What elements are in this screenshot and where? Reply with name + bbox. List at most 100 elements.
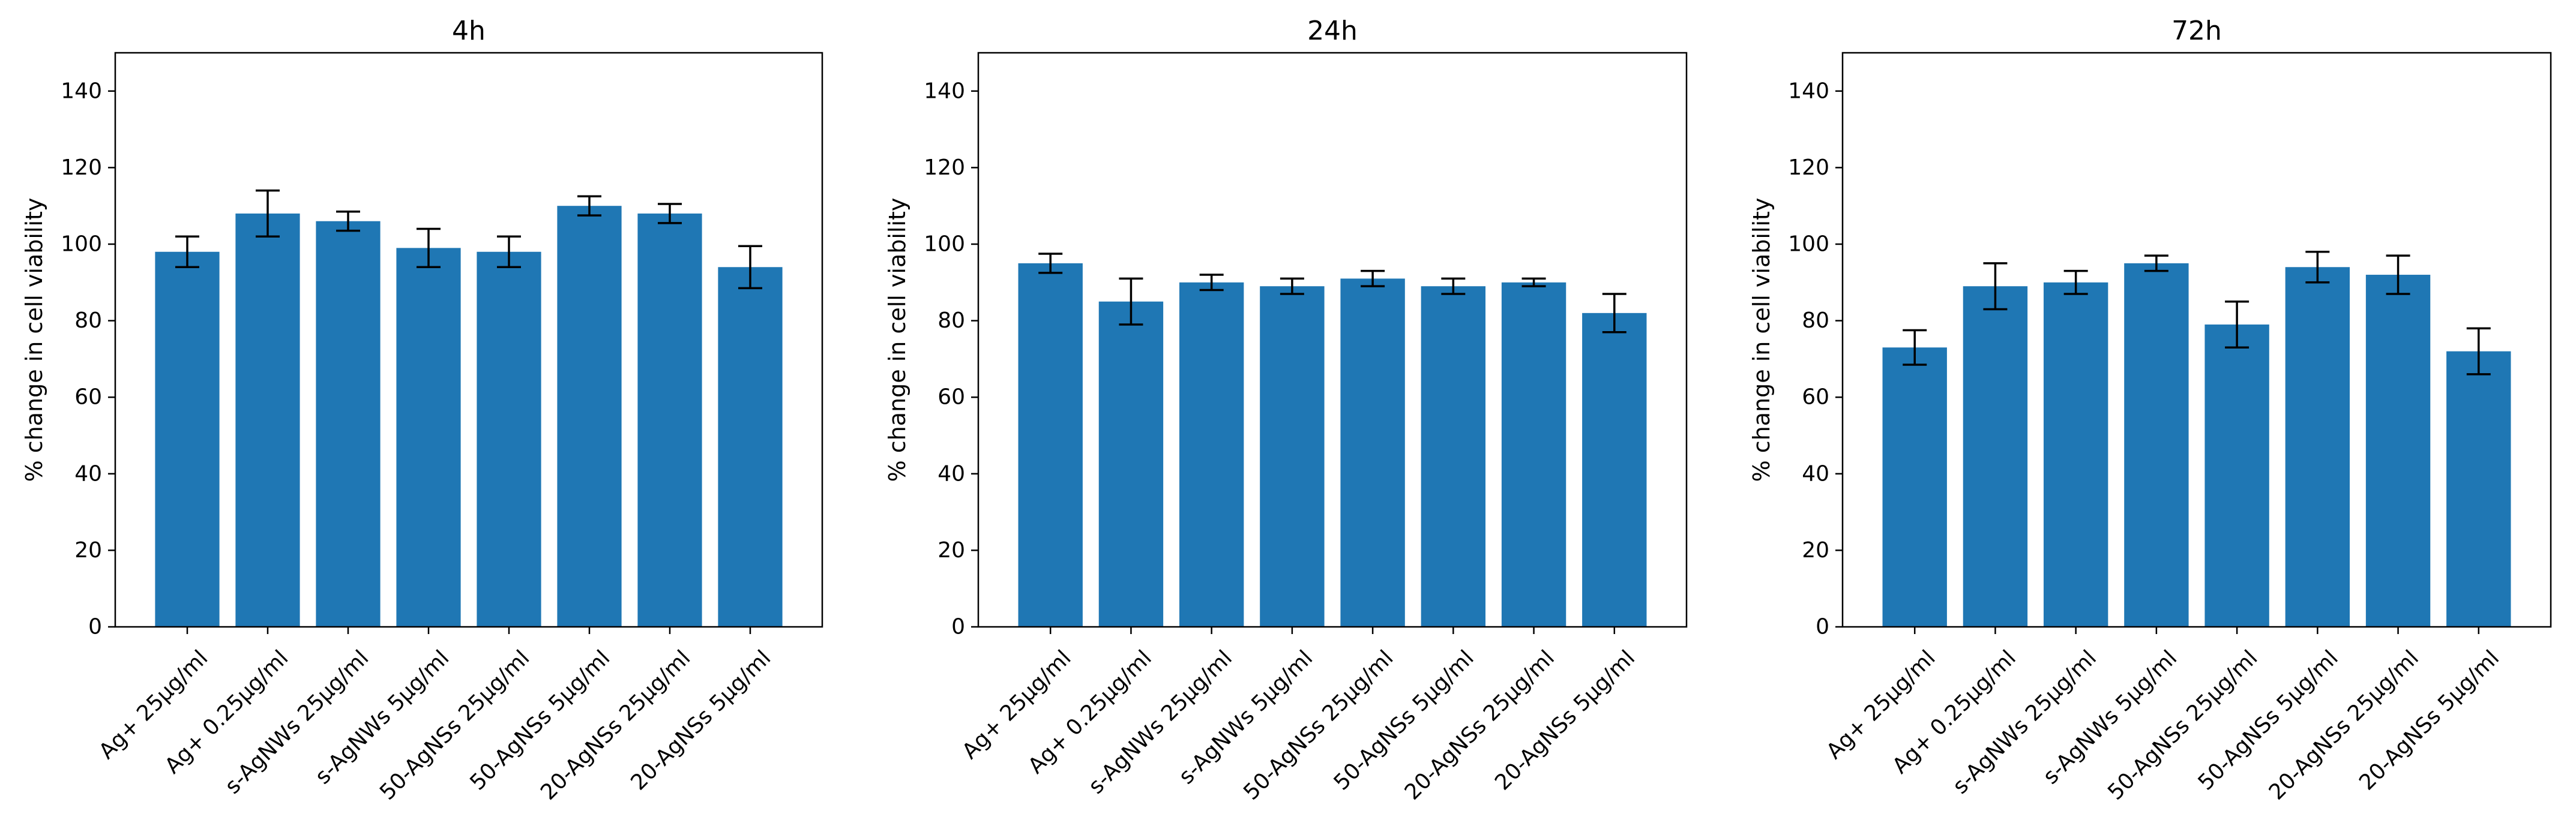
error-bar [2305,251,2330,284]
y-tick-label: 40 [1802,461,1829,486]
panel-title: 4h [452,16,486,46]
error-bar [175,235,200,269]
y-tick-label: 0 [951,615,965,639]
x-tick-label: 50-AgNSs 25µg/ml [1239,645,1398,804]
bar [2446,351,2511,627]
y-tick-label: 140 [1788,79,1829,103]
error-bar [1602,293,1627,334]
error-bar [1280,277,1304,295]
bar [1098,301,1164,627]
x-tick-label: s-AgNWs 25µg/ml [1084,645,1237,798]
error-bar [256,189,280,238]
x-tick-label: s-AgNWs 25µg/ml [1948,645,2101,798]
y-tick-label: 40 [937,461,965,486]
x-tick-label: 50-AgNSs 25µg/ml [2103,645,2262,804]
y-tick-label: 0 [1816,615,1829,639]
bar [637,213,702,627]
y-axis-label: % change in cell viability [884,198,910,482]
error-bar [336,211,361,232]
bar [155,251,220,627]
bar [1963,286,2028,627]
y-tick-label: 120 [1788,155,1829,180]
axes-frame [1841,52,2552,628]
bar [2124,263,2189,627]
error-bar [2144,254,2168,272]
y-tick-label: 80 [74,308,102,333]
x-tick-label: 20-AgNSs 25µg/ml [2265,645,2424,804]
x-tick-label: 20-AgNSs 5µg/ml [2355,645,2504,795]
y-tick-label: 20 [1802,538,1829,563]
x-tick-label: s-AgNWs 5µg/ml [310,645,454,789]
axes-frame [114,52,823,628]
bar [1421,286,1486,627]
bar [1501,282,1566,627]
y-tick-label: 60 [74,385,102,410]
y-tick-label: 100 [61,232,102,257]
error-bar [2063,269,2088,295]
error-bar [1038,253,1063,274]
y-tick-label: 100 [1788,232,1829,257]
error-bar [2386,254,2410,295]
bar [1179,282,1244,627]
error-bar [657,203,682,224]
y-tick-label: 20 [937,538,965,563]
y-tick-label: 140 [924,79,965,103]
y-tick-label: 0 [88,615,102,639]
bar [2204,324,2269,627]
axes-frame [977,52,1688,628]
y-tick-label: 100 [924,232,965,257]
bar [718,267,783,627]
error-bar [496,235,521,269]
y-tick-label: 120 [61,155,102,180]
error-bar [1983,262,2008,311]
x-tick-label: 20-AgNSs 25µg/ml [536,645,695,804]
y-tick-label: 80 [937,308,965,333]
x-tick-label: s-AgNWs 5µg/ml [2038,645,2182,789]
panel-title: 24h [1307,16,1358,46]
y-tick-label: 60 [937,385,965,410]
bar [2043,282,2108,627]
error-bar [2466,327,2491,376]
x-tick-label: 20-AgNSs 25µg/ml [1400,645,1559,804]
x-tick-label: 50-AgNSs 5µg/ml [1329,645,1479,795]
error-bar [1199,274,1224,292]
error-bar [1521,277,1546,287]
error-bar [577,195,601,217]
bar [396,248,461,627]
x-tick-label: 20-AgNSs 5µg/ml [626,645,775,795]
bar [1882,347,1947,627]
error-bar [2225,300,2249,349]
x-tick-label: 50-AgNSs 5µg/ml [465,645,615,795]
y-axis-label: % change in cell viability [1748,198,1775,482]
error-bar [1361,269,1385,287]
error-bar [417,227,441,269]
x-tick-label: s-AgNWs 5µg/ml [1174,645,1317,789]
bar [477,251,541,627]
x-tick-label: 50-AgNSs 25µg/ml [375,645,534,804]
error-bar [1441,277,1466,295]
bar [2365,275,2431,627]
y-tick-label: 20 [74,538,102,563]
panel-title: 72h [2171,16,2222,46]
y-tick-label: 140 [61,79,102,103]
bar [316,221,381,627]
bar [1018,263,1083,627]
y-tick-label: 60 [1802,385,1829,410]
bar [1260,286,1325,627]
bar [235,213,300,627]
error-bar [1119,277,1143,326]
y-tick-label: 40 [74,461,102,486]
error-bar [1903,329,1927,366]
y-axis-label: % change in cell viability [21,198,47,482]
error-bar [738,245,762,290]
y-tick-label: 120 [924,155,965,180]
x-tick-label: 50-AgNSs 5µg/ml [2194,645,2343,795]
x-tick-label: s-AgNWs 25µg/ml [220,645,373,798]
bar [1582,313,1647,627]
x-tick-label: 20-AgNSs 5µg/ml [1490,645,1640,795]
